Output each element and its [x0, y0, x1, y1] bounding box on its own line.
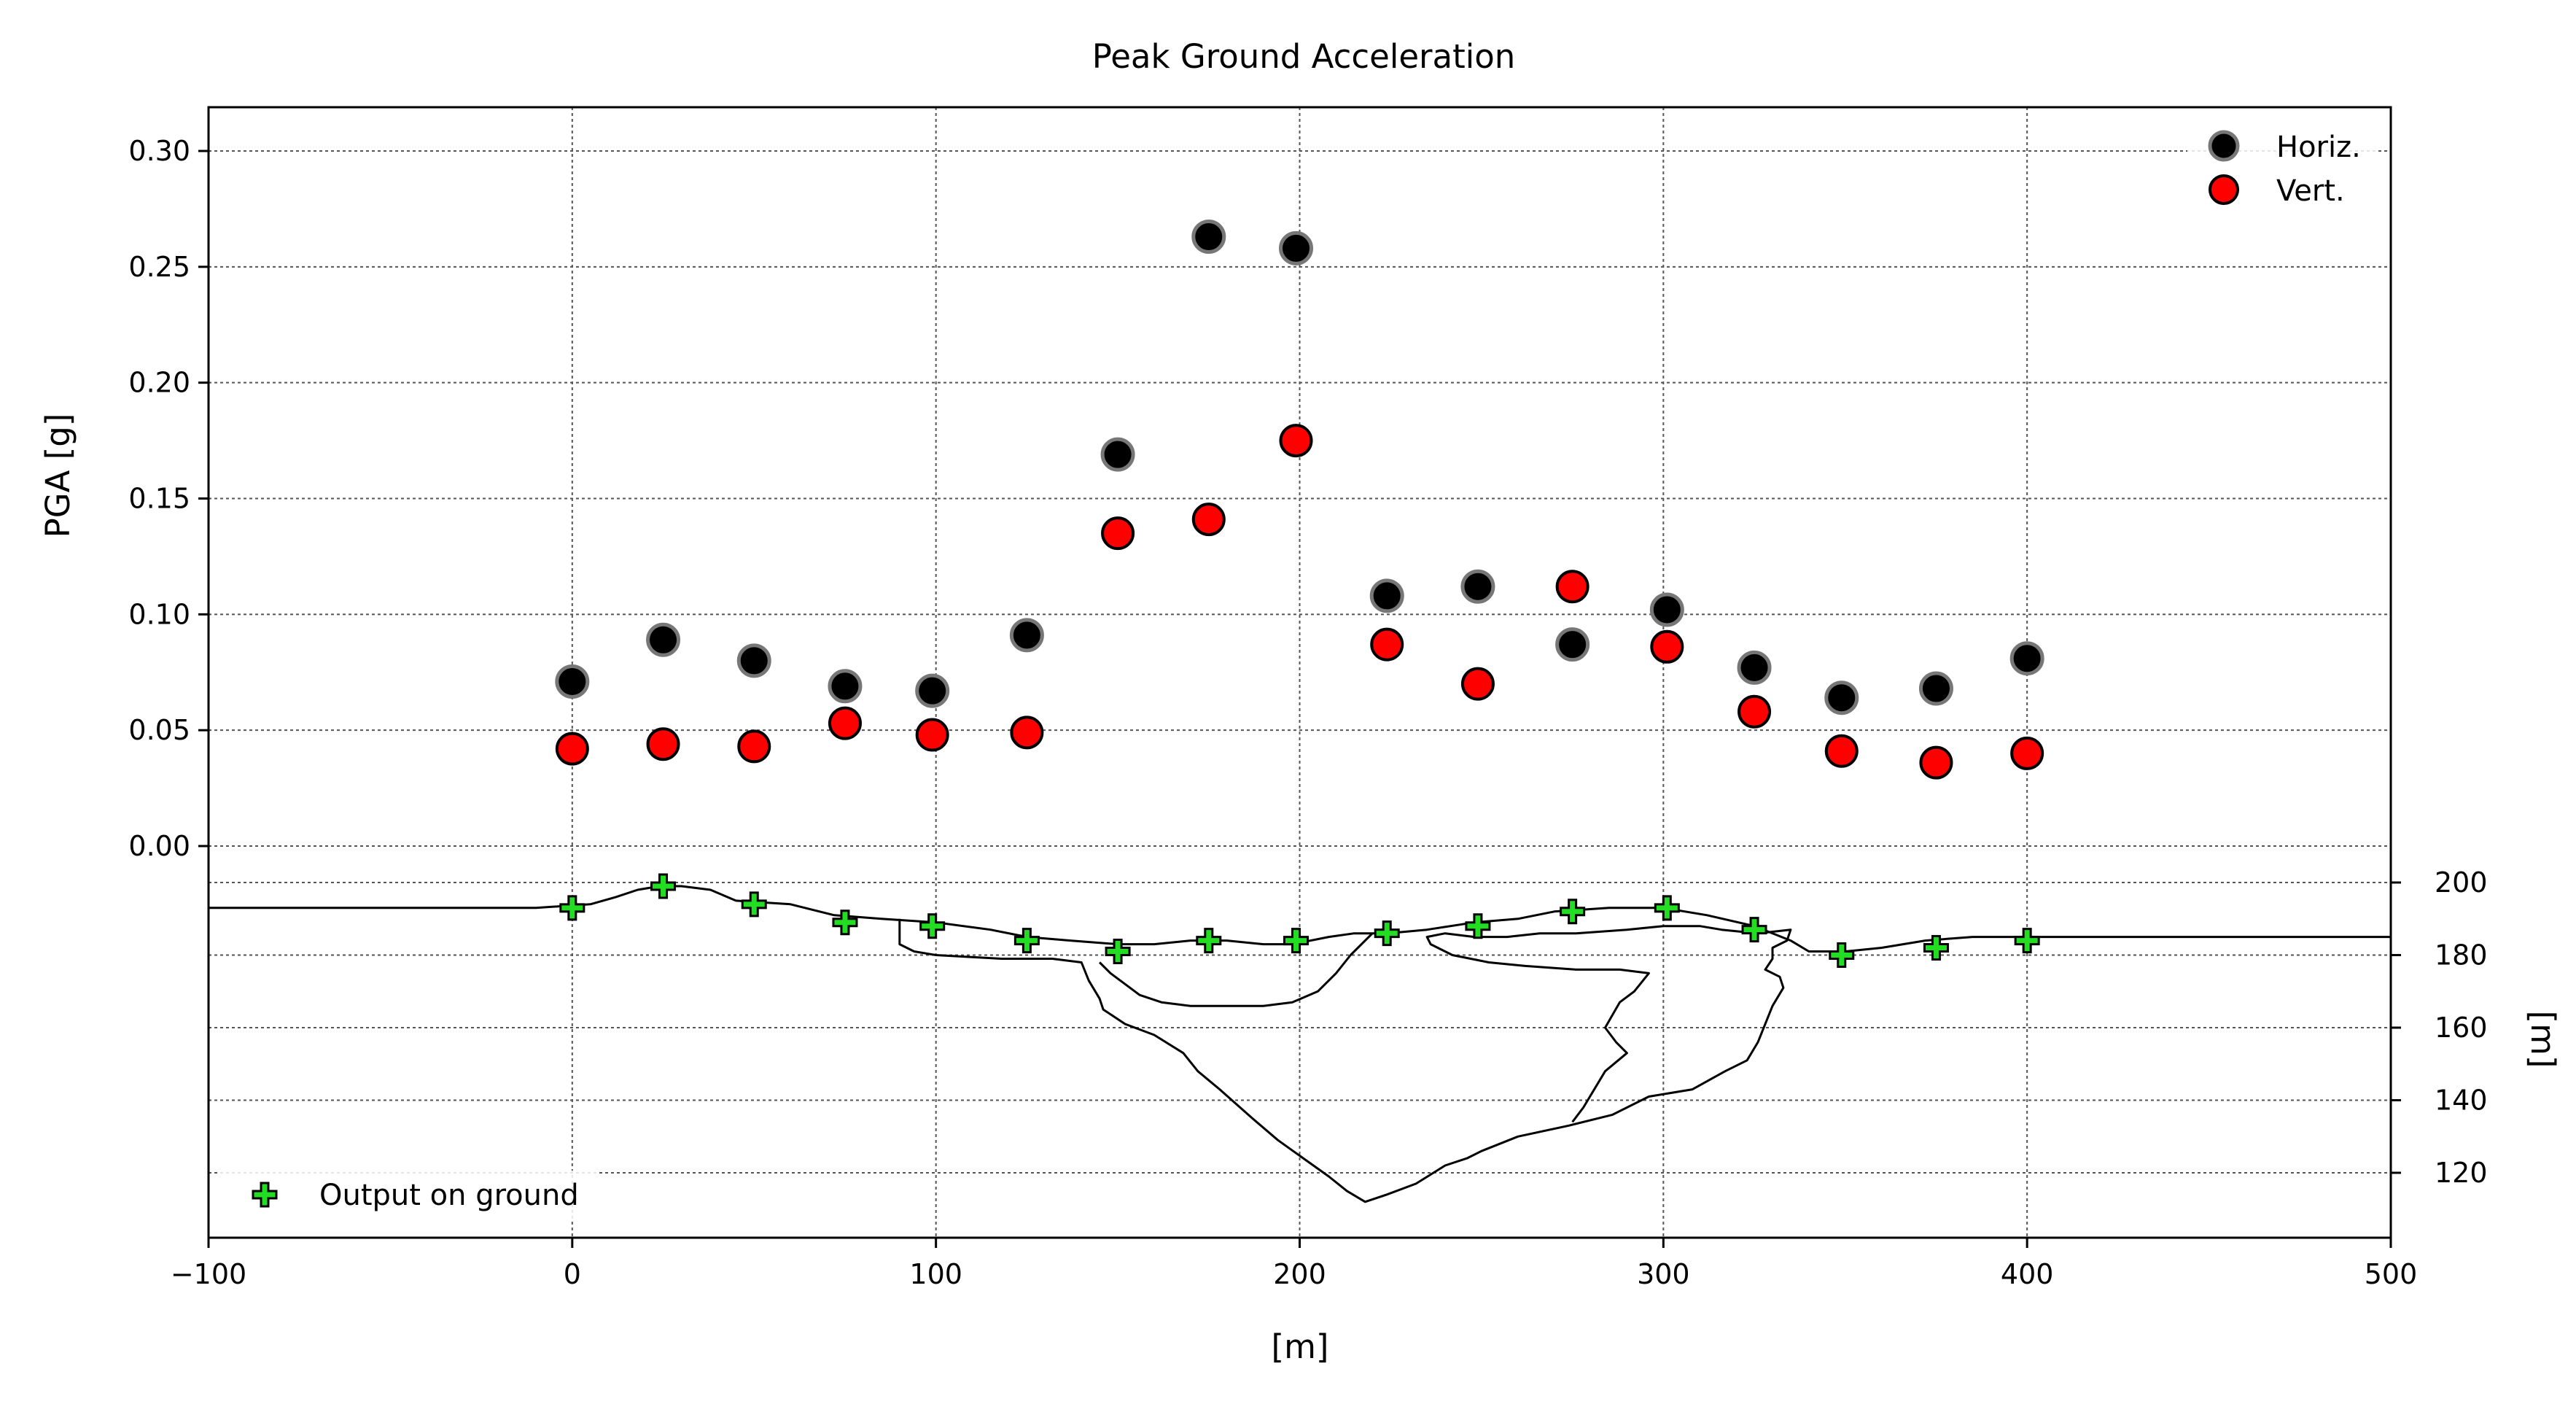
x-axis-ticks: −100 0 100 200 300 400 500 [171, 1238, 2417, 1290]
point-vert [1824, 734, 1859, 768]
y2-tick-label: 200 [2435, 866, 2488, 899]
ground-output-marker [1654, 895, 1680, 921]
legend-label-vert: Vert. [2276, 174, 2345, 208]
ground-output-marker [1560, 899, 1586, 925]
profile-line [898, 918, 1792, 1203]
ground-output-marker [650, 873, 677, 899]
point-horiz [915, 673, 950, 708]
point-vert [1650, 629, 1684, 664]
ground-output-marker [832, 910, 858, 936]
legend-label-horiz: Horiz. [2276, 131, 2361, 164]
ground-output-marker [1196, 928, 1222, 954]
x-tick-label: 0 [564, 1258, 581, 1290]
y-tick-label: 0.25 [128, 251, 190, 283]
point-vert [1370, 627, 1404, 662]
y-axis-label: PGA [g] [39, 414, 77, 538]
point-vert [1010, 715, 1044, 750]
x-tick-label: 100 [909, 1258, 962, 1290]
point-vert [646, 727, 680, 761]
point-vert [1555, 570, 1589, 604]
point-horiz [736, 643, 771, 678]
ground-legend-marker [252, 1182, 278, 1208]
x-tick-label: 500 [2365, 1258, 2418, 1290]
y2-tick-label: 160 [2435, 1012, 2488, 1044]
point-horiz [1191, 220, 1226, 255]
ground-output-marker [1829, 942, 1855, 968]
point-vert [828, 706, 862, 740]
x-tick-label: 400 [2001, 1258, 2054, 1290]
point-vert [737, 729, 771, 764]
point-horiz [555, 664, 590, 699]
point-horiz [1009, 618, 1044, 653]
y2-tick-label: 120 [2435, 1157, 2488, 1189]
point-horiz [1824, 680, 1859, 715]
legend-marker-vert [2209, 174, 2239, 205]
ground-legend: Output on ground [219, 1171, 598, 1222]
point-vert [1101, 516, 1135, 551]
point-vert [555, 732, 589, 766]
x-tick-label: 200 [1273, 1258, 1326, 1290]
ground-output-marker [1013, 928, 1040, 954]
point-vert [1919, 745, 1953, 780]
point-horiz [2009, 641, 2044, 676]
point-horiz [1737, 650, 1772, 685]
ground-output-marker [919, 913, 946, 939]
point-vert [1738, 694, 1772, 729]
grid [209, 107, 2391, 1238]
point-horiz [1279, 230, 1314, 265]
y2-axis-label: [m] [2524, 1011, 2562, 1068]
y-tick-label: 0.20 [128, 367, 190, 399]
ground-output-marker [1105, 939, 1131, 965]
y-tick-label: 0.10 [128, 598, 190, 630]
ground-output-markers [559, 873, 2040, 968]
point-horiz [1555, 627, 1590, 662]
ground-output-marker [2014, 928, 2040, 954]
ground-output-marker [741, 891, 767, 918]
point-horiz [646, 622, 681, 657]
point-vert [1460, 667, 1495, 701]
ground-output-marker [1465, 913, 1491, 939]
legend-marker-horiz [2208, 130, 2240, 162]
point-vert [1279, 424, 1313, 458]
ground-legend-box [219, 1171, 598, 1222]
ground-output-marker [559, 895, 585, 921]
y2-tick-label: 180 [2435, 939, 2488, 971]
y-tick-label: 0.30 [128, 135, 190, 167]
x-axis-label: [m] [1272, 1327, 1329, 1366]
y-tick-label: 0.15 [128, 483, 190, 515]
y-tick-label: 0.05 [128, 714, 190, 746]
point-vert [915, 718, 949, 752]
x-tick-label: −100 [171, 1258, 246, 1290]
ground-output-marker [1741, 917, 1767, 943]
point-horiz [1369, 578, 1404, 613]
ground-profile [209, 885, 2391, 1203]
point-horiz [1460, 569, 1495, 604]
profile-line [1099, 932, 1374, 1007]
point-horiz [1100, 437, 1135, 472]
point-horiz [828, 669, 863, 704]
y2-axis-ticks: 120 140 160 180 200 [2391, 866, 2488, 1189]
y-axis-ticks: 0.00 0.05 0.10 0.15 0.20 0.25 0.30 [128, 135, 209, 862]
data-points [555, 220, 2044, 780]
profile-line [209, 885, 2391, 953]
ground-legend-label: Output on ground [319, 1179, 579, 1212]
y-tick-label: 0.00 [128, 830, 190, 862]
point-vert [1191, 503, 1226, 537]
legend: Horiz. Vert. [2187, 120, 2377, 215]
chart-title: Peak Ground Acceleration [1092, 37, 1516, 76]
point-horiz [1649, 592, 1684, 627]
point-horiz [1918, 671, 1953, 706]
point-vert [2010, 736, 2044, 770]
ground-output-marker [1923, 935, 1949, 961]
x-tick-label: 300 [1637, 1258, 1690, 1290]
y2-tick-label: 140 [2435, 1085, 2488, 1117]
ground-output-marker [1374, 920, 1400, 947]
ground-output-marker [1283, 928, 1310, 954]
